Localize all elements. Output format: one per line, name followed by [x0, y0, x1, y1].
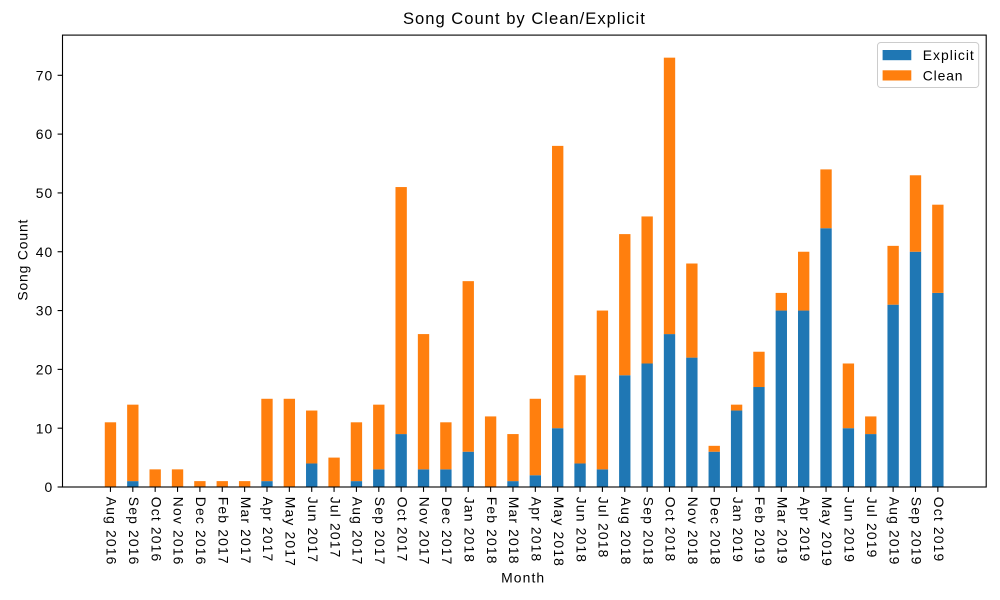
svg-text:50: 50: [36, 185, 53, 201]
svg-text:Explicit: Explicit: [923, 47, 975, 63]
svg-text:Month: Month: [501, 569, 545, 585]
svg-text:Clean: Clean: [923, 68, 964, 84]
svg-text:40: 40: [36, 244, 53, 260]
svg-text:Jan 2018: Jan 2018: [461, 497, 477, 563]
svg-text:Jun 2018: Jun 2018: [573, 497, 589, 563]
svg-text:70: 70: [36, 67, 53, 83]
svg-text:May 2018: May 2018: [551, 497, 567, 567]
svg-text:Oct 2016: Oct 2016: [148, 497, 164, 563]
svg-text:Aug 2016: Aug 2016: [104, 497, 120, 566]
svg-text:Feb 2017: Feb 2017: [215, 497, 231, 565]
svg-text:Sep 2017: Sep 2017: [372, 497, 388, 566]
svg-text:Sep 2018: Sep 2018: [640, 497, 656, 566]
svg-text:Oct 2018: Oct 2018: [663, 497, 679, 563]
svg-text:10: 10: [36, 420, 53, 436]
svg-text:Song Count by Clean/Explicit: Song Count by Clean/Explicit: [403, 9, 646, 28]
svg-text:Aug 2018: Aug 2018: [618, 497, 634, 566]
svg-text:Apr 2017: Apr 2017: [260, 497, 276, 563]
svg-text:Sep 2019: Sep 2019: [909, 497, 925, 566]
svg-text:30: 30: [36, 303, 53, 319]
svg-text:Aug 2019: Aug 2019: [886, 497, 902, 566]
svg-text:Jul 2017: Jul 2017: [327, 497, 343, 559]
svg-text:Aug 2017: Aug 2017: [350, 497, 366, 566]
svg-text:Mar 2019: Mar 2019: [775, 497, 791, 565]
svg-text:May 2017: May 2017: [283, 497, 299, 567]
svg-text:Mar 2017: Mar 2017: [238, 497, 254, 565]
svg-text:Feb 2018: Feb 2018: [484, 497, 500, 565]
svg-text:Dec 2018: Dec 2018: [707, 497, 723, 566]
svg-text:Jan 2019: Jan 2019: [730, 497, 746, 563]
svg-text:Nov 2017: Nov 2017: [417, 497, 433, 566]
svg-text:Dec 2016: Dec 2016: [193, 497, 209, 566]
svg-text:Apr 2019: Apr 2019: [797, 497, 813, 563]
svg-text:Feb 2019: Feb 2019: [752, 497, 768, 565]
svg-text:Apr 2018: Apr 2018: [529, 497, 545, 563]
svg-text:0: 0: [44, 479, 53, 495]
svg-text:Nov 2018: Nov 2018: [685, 497, 701, 566]
svg-text:Mar 2018: Mar 2018: [506, 497, 522, 565]
svg-text:Jul 2019: Jul 2019: [864, 497, 880, 559]
svg-text:Sep 2016: Sep 2016: [126, 497, 142, 566]
svg-text:Oct 2017: Oct 2017: [394, 497, 410, 563]
svg-text:60: 60: [36, 126, 53, 142]
svg-text:May 2019: May 2019: [819, 497, 835, 567]
svg-text:Jun 2019: Jun 2019: [842, 497, 858, 563]
svg-text:Jun 2017: Jun 2017: [305, 497, 321, 563]
svg-text:Dec 2017: Dec 2017: [439, 497, 455, 566]
svg-text:Song Count: Song Count: [15, 219, 31, 301]
svg-text:20: 20: [36, 361, 53, 377]
svg-text:Jul 2018: Jul 2018: [596, 497, 612, 559]
svg-text:Oct 2019: Oct 2019: [931, 497, 947, 563]
svg-text:Nov 2016: Nov 2016: [171, 497, 187, 566]
